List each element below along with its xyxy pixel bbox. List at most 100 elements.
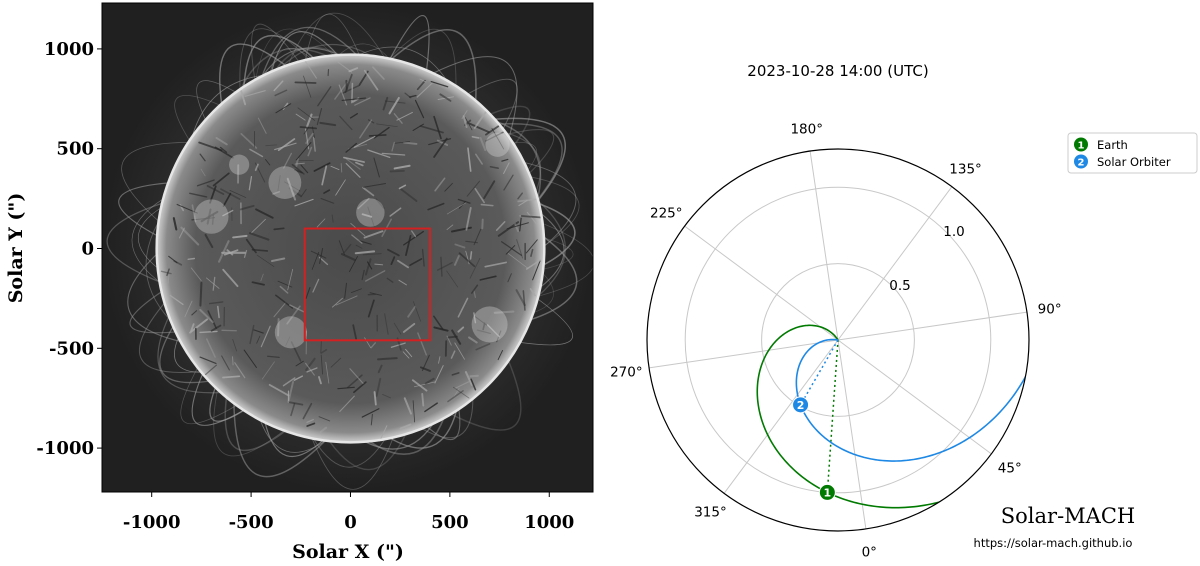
surface-feature <box>403 230 424 246</box>
surface-feature <box>190 323 195 333</box>
surface-feature <box>475 153 483 165</box>
surface-feature <box>466 180 481 197</box>
surface-feature <box>462 115 468 128</box>
surface-feature <box>339 115 353 131</box>
x-tick-label: 500 <box>431 512 469 533</box>
coronal-loop <box>538 200 567 297</box>
surface-feature <box>399 423 412 430</box>
surface-feature <box>446 270 459 288</box>
surface-feature <box>331 214 334 223</box>
surface-feature <box>199 153 206 162</box>
coronal-loop <box>209 387 245 422</box>
series-marker <box>818 483 836 501</box>
surface-feature <box>386 277 394 283</box>
surface-feature <box>517 192 523 200</box>
surface-feature <box>180 226 200 246</box>
surface-feature <box>251 218 266 234</box>
surface-feature <box>433 315 444 331</box>
legend-entry-solar-orbiter: 2 Solar Orbiter <box>1074 154 1171 169</box>
sun-limb <box>155 53 546 444</box>
coronal-loop <box>369 418 445 456</box>
angle-tick-label: 225° <box>650 205 683 221</box>
footer-url: https://solar-mach.github.io <box>974 536 1133 550</box>
surface-feature <box>452 386 470 399</box>
spiral-line <box>795 185 1029 462</box>
surface-feature <box>199 308 214 324</box>
surface-feature <box>507 253 528 269</box>
surface-feature <box>412 123 424 131</box>
surface-feature <box>317 86 332 107</box>
surface-feature <box>457 198 471 204</box>
angle-tick-label: 135° <box>949 161 982 177</box>
surface-feature <box>277 318 280 337</box>
surface-feature <box>240 133 258 149</box>
angle-grid-line <box>837 339 992 455</box>
surface-feature <box>382 96 389 111</box>
surface-feature <box>320 354 324 375</box>
series-marker <box>792 396 810 414</box>
coronal-loop <box>251 23 300 80</box>
surface-feature <box>352 324 358 340</box>
coronal-loop <box>426 409 461 440</box>
surface-feature <box>438 356 441 364</box>
surface-feature <box>389 169 405 173</box>
surface-feature <box>421 392 425 407</box>
coronal-loop <box>432 56 518 138</box>
surface-feature <box>283 152 293 169</box>
surface-feature <box>468 122 490 133</box>
coronal-loop <box>338 43 390 59</box>
surface-feature <box>363 182 386 188</box>
surface-feature <box>503 162 510 175</box>
surface-feature <box>403 397 412 415</box>
surface-feature <box>274 89 288 97</box>
surface-feature <box>234 362 246 379</box>
surface-feature <box>454 243 466 249</box>
surface-feature <box>273 227 285 231</box>
series-marker-label: 2 <box>797 399 805 412</box>
surface-feature <box>265 144 277 147</box>
active-region <box>471 306 508 343</box>
coronal-loop <box>505 132 542 193</box>
surface-feature <box>351 234 363 244</box>
angle-grid-line <box>648 339 839 369</box>
surface-feature <box>294 198 314 207</box>
surface-feature <box>532 260 541 281</box>
polar-plot-panel: 2023-10-28 14:00 (UTC) 0.51.0 0°45°90°13… <box>610 62 1198 561</box>
surface-feature <box>167 274 170 284</box>
surface-feature <box>367 119 375 124</box>
surface-feature <box>307 146 313 157</box>
surface-feature <box>433 115 442 140</box>
surface-feature <box>517 198 537 203</box>
surface-feature <box>277 175 281 192</box>
active-region <box>356 198 385 227</box>
radial-tick-label: 1.0 <box>943 224 964 240</box>
surface-feature <box>305 113 313 128</box>
coronal-loop <box>259 419 326 453</box>
surface-feature <box>375 198 385 209</box>
surface-feature <box>189 318 209 334</box>
coronal-loop <box>494 117 566 201</box>
surface-feature <box>200 168 206 177</box>
surface-feature <box>424 377 435 385</box>
coronal-loop <box>275 46 340 71</box>
surface-feature <box>403 141 418 145</box>
surface-feature <box>419 125 444 134</box>
surface-feature <box>187 257 196 261</box>
surface-feature <box>222 375 241 379</box>
coronal-loop <box>191 74 264 137</box>
surface-feature <box>222 268 239 288</box>
surface-feature <box>339 395 355 413</box>
coronal-loop <box>524 161 577 247</box>
surface-feature <box>243 249 248 258</box>
surface-feature <box>191 217 216 221</box>
angle-grid-line <box>837 311 1028 341</box>
coronal-loop <box>287 12 385 66</box>
surface-feature <box>272 191 280 195</box>
coronal-loop <box>496 121 542 199</box>
surface-feature <box>451 372 460 376</box>
series-marker-label: 1 <box>824 486 832 499</box>
surface-feature <box>453 387 460 398</box>
coronal-loop <box>328 434 407 471</box>
surface-feature <box>451 329 462 345</box>
